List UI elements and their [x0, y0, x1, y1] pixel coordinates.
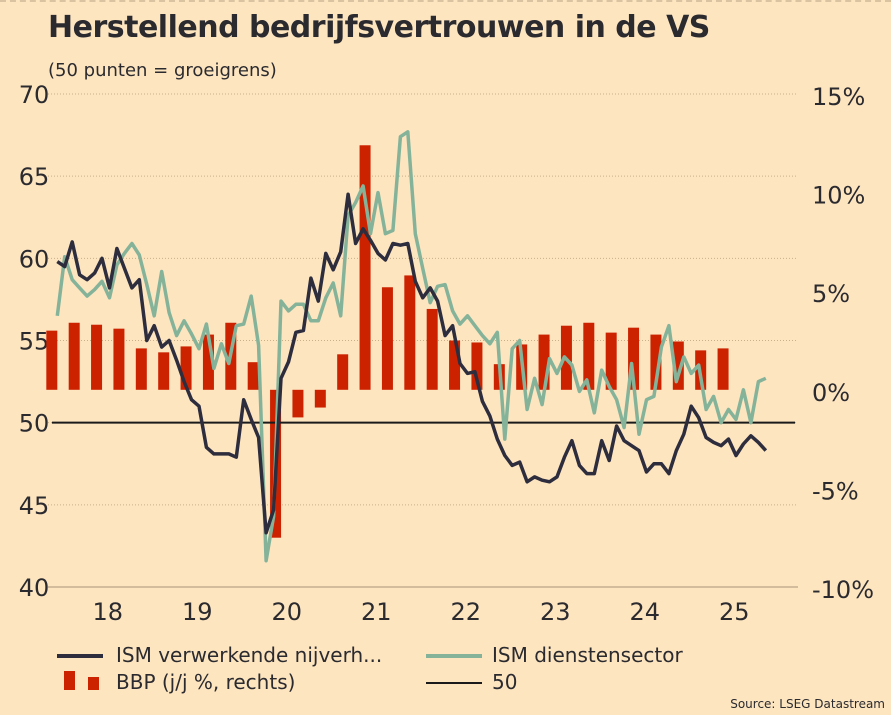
x-axis-tick-label: 20: [271, 598, 302, 626]
gdp-bar: [359, 145, 371, 390]
right-axis-tick-label: 15%: [812, 83, 865, 111]
x-axis-tick-label: 21: [361, 598, 392, 626]
x-axis-tick-label: 18: [92, 598, 123, 626]
source-note: Source: LSEG Datastream: [730, 697, 885, 711]
gdp-bar: [717, 348, 729, 390]
gdp-bar: [180, 346, 192, 390]
legend-swatch-gdp-bar: [64, 671, 75, 690]
gdp-bar: [68, 322, 80, 390]
right-axis-tick-label: 10%: [812, 182, 865, 210]
left-axis-tick-label: 65: [19, 163, 50, 191]
left-axis-tick-label: 40: [19, 574, 50, 602]
right-axis-tick-label: 0%: [812, 379, 850, 407]
gdp-bar: [404, 275, 416, 390]
chart-plot: 70 65 60 55 50 45 40 15% 10% 5% 0% -5% -10% 18 19 20 21 2…: [19, 81, 874, 626]
gdp-bar: [426, 308, 438, 390]
gdp-bar: [449, 340, 461, 390]
right-axis-tick-label: -10%: [812, 576, 874, 604]
gdp-bar: [583, 322, 595, 390]
x-axis-tick-label: 19: [182, 598, 213, 626]
legend-gdp: BBP (j/j %, rechts): [116, 670, 296, 694]
x-axis-tick-label: 23: [540, 598, 571, 626]
legend-services: ISM dienstensector: [492, 643, 683, 667]
chart-subtitle: (50 punten = groeigrens): [48, 60, 277, 81]
top-divider: [0, 0, 891, 2]
gdp-bar: [135, 348, 147, 390]
x-axis-tick-label: 25: [719, 598, 750, 626]
gdp-bar: [672, 341, 684, 390]
left-axis-tick-label: 60: [19, 245, 50, 273]
chart-title: Herstellend bedrijfsvertrouwen in de VS: [48, 10, 710, 45]
gdp-bar: [628, 327, 640, 390]
gdp-bar: [337, 354, 349, 390]
legend-manufacturing: ISM verwerkende nijverh...: [116, 643, 383, 667]
gdp-bar: [158, 352, 170, 390]
x-axis-tick-label: 24: [629, 598, 660, 626]
gdp-bar: [46, 330, 58, 390]
gdp-bar: [605, 332, 617, 390]
gdp-bar: [471, 342, 483, 390]
gdp-bar: [381, 287, 393, 390]
legend-reference-50: 50: [492, 670, 518, 694]
gdp-bar: [247, 362, 259, 390]
gdp-bar: [202, 334, 214, 390]
manufacturing-line: [56, 192, 768, 535]
left-axis-tick-label: 70: [19, 81, 50, 109]
gdp-bar: [113, 328, 125, 390]
gdp-bar: [292, 389, 304, 418]
right-axis-tick-label: 5%: [812, 280, 850, 308]
gdp-bar: [538, 334, 550, 390]
left-axis-tick-label: 55: [19, 328, 50, 356]
gdp-bar: [91, 324, 103, 390]
right-axis-tick-label: -5%: [812, 477, 859, 505]
gdp-bar: [650, 334, 662, 390]
left-axis-tick-label: 45: [19, 492, 50, 520]
services-line: [55, 130, 767, 563]
x-axis-tick-label: 22: [450, 598, 481, 626]
legend-swatch-gdp-bar-small: [88, 677, 99, 690]
gdp-bar: [314, 389, 326, 408]
left-axis-tick-label: 50: [19, 410, 50, 438]
